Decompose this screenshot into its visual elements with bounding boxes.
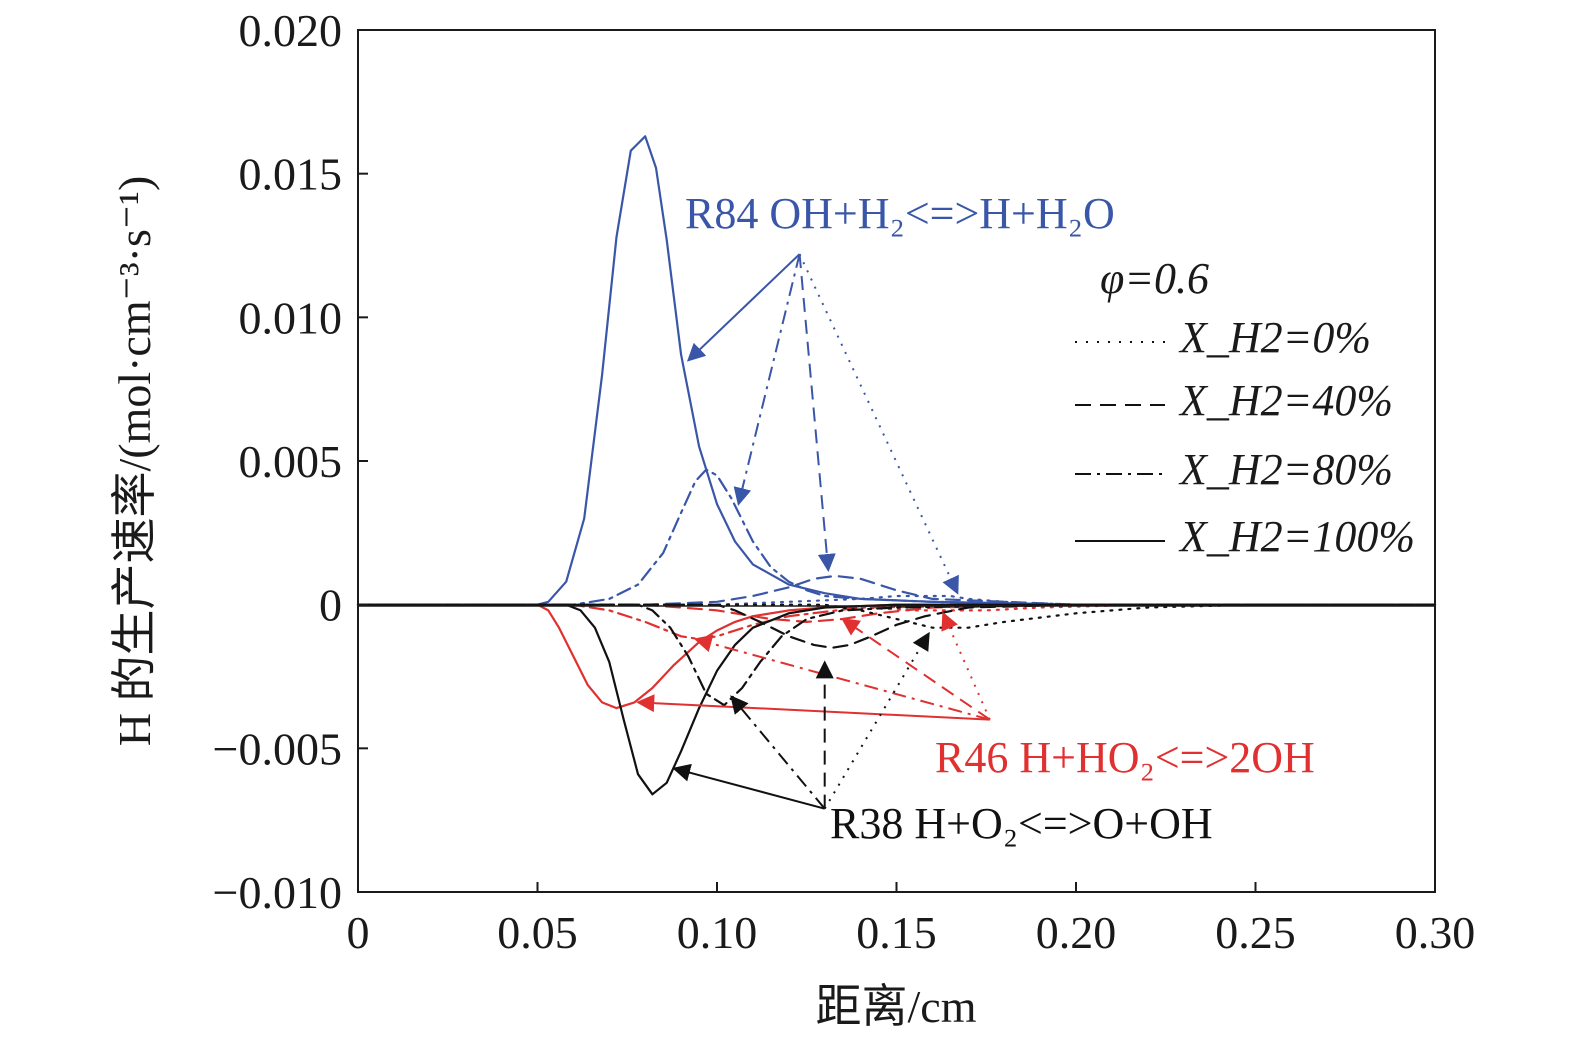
- annotation-r84: R84 OH+H₂<=>H+H₂O: [685, 189, 1115, 238]
- y-tick-label: −0.005: [213, 723, 342, 774]
- legend: φ=0.6 X_H2=0% X_H2=40% X_H2=80% X_H2=100…: [1075, 254, 1415, 561]
- series-R84-40pct-line: [356, 574, 1437, 606]
- y-tick-label: 0.020: [239, 5, 343, 56]
- series-R38-80pct-line: [356, 603, 1437, 707]
- legend-label-1: X_H2=40%: [1178, 376, 1393, 425]
- annotation-r46: R46 H+HO₂<=>2OH: [935, 733, 1315, 782]
- y-tick-label: 0.010: [239, 292, 343, 343]
- annotation-arrow: [798, 253, 959, 595]
- series-R46-80pct-line: [356, 603, 1437, 641]
- y-tick-label: −0.010: [213, 867, 342, 918]
- annotation-arrow: [798, 254, 836, 572]
- annotation-arrow: [672, 763, 825, 810]
- tick-layer: 0 0.05 0.10 0.15 0.20 0.25 0.30 −0.010 −0.005 0 0.…: [213, 5, 1476, 958]
- annotation-arrow: [730, 695, 826, 810]
- y-tick-label: 0.005: [239, 436, 343, 487]
- annotation-arrows: [636, 253, 991, 810]
- y-tick-label: 0: [319, 580, 342, 631]
- y-tick-label: 0.015: [239, 149, 343, 200]
- annotation-r38: R38 H+O₂<=>O+OH: [830, 799, 1213, 848]
- annotation-arrow: [823, 631, 930, 810]
- annotation-arrow: [693, 634, 991, 721]
- annotation-arrow: [941, 611, 991, 721]
- x-tick-label: 0.15: [856, 907, 937, 958]
- series-R38-40pct-line: [356, 603, 1437, 649]
- x-tick-label: 0: [347, 907, 370, 958]
- annotation-arrow: [686, 253, 801, 362]
- x-tick-label: 0.25: [1215, 907, 1296, 958]
- x-tick-label: 0.10: [677, 907, 758, 958]
- series-R84-0pct-line: [356, 594, 1437, 606]
- legend-label-0: X_H2=0%: [1178, 313, 1371, 362]
- legend-label-2: X_H2=80%: [1178, 445, 1393, 494]
- annotation-arrow: [841, 618, 991, 721]
- y-axis-title: H 的生产速率/(mol·cm⁻³·s⁻¹): [109, 176, 160, 747]
- x-tick-label: 0.05: [497, 907, 578, 958]
- x-tick-label: 0.20: [1036, 907, 1117, 958]
- legend-label-3: X_H2=100%: [1178, 512, 1415, 561]
- series-R84-100pct-line: [356, 135, 1437, 606]
- series-R38-100pct-line: [356, 603, 1437, 796]
- annotation-arrow: [636, 694, 990, 721]
- annotation-arrow: [733, 253, 801, 506]
- legend-title: φ=0.6: [1100, 254, 1209, 303]
- x-axis-title: 距离/cm: [816, 981, 977, 1032]
- series-R38-0pct-line: [356, 603, 1437, 629]
- x-tick-label: 0.30: [1395, 907, 1476, 958]
- series-R84-80pct-line: [356, 468, 1437, 606]
